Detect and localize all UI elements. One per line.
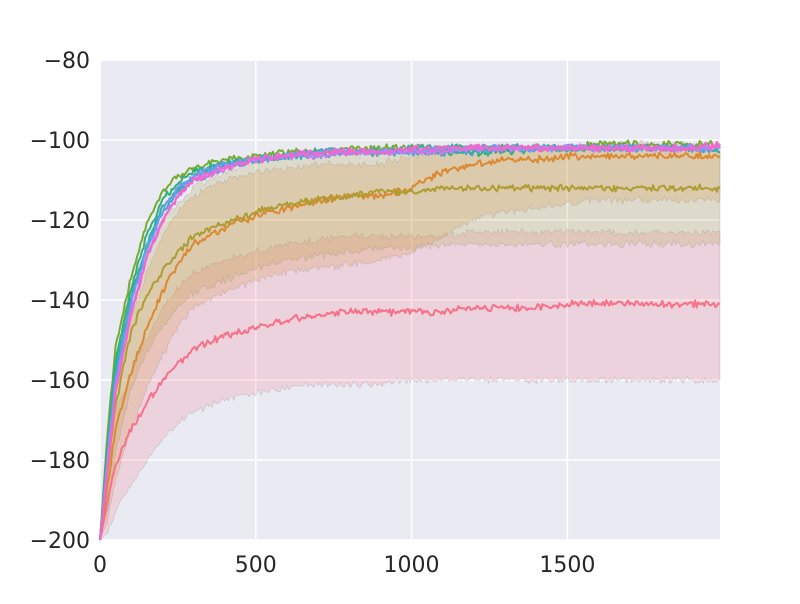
y-tick-label: −160 xyxy=(30,369,90,394)
y-tick-label: −100 xyxy=(30,129,90,154)
y-tick-label: −180 xyxy=(30,449,90,474)
y-tick-label: −80 xyxy=(44,49,90,74)
y-tick-label: −200 xyxy=(30,529,90,554)
y-tick-label: −140 xyxy=(30,289,90,314)
series-line xyxy=(99,140,721,541)
x-axis: 0 500 1000 1500 xyxy=(93,553,595,578)
series-line xyxy=(99,183,721,541)
y-axis: −200 −180 −160 −140 −120 −100 −80 xyxy=(30,49,90,554)
x-tick-label: 1500 xyxy=(539,553,595,578)
y-tick-label: −120 xyxy=(30,209,90,234)
grid xyxy=(99,59,720,541)
x-tick-label: 0 xyxy=(93,553,107,578)
series-line xyxy=(99,151,721,541)
series-lines xyxy=(99,139,721,541)
series-band xyxy=(99,139,721,541)
x-tick-label: 1000 xyxy=(384,553,440,578)
x-tick-label: 500 xyxy=(235,553,277,578)
series-line xyxy=(99,299,721,541)
